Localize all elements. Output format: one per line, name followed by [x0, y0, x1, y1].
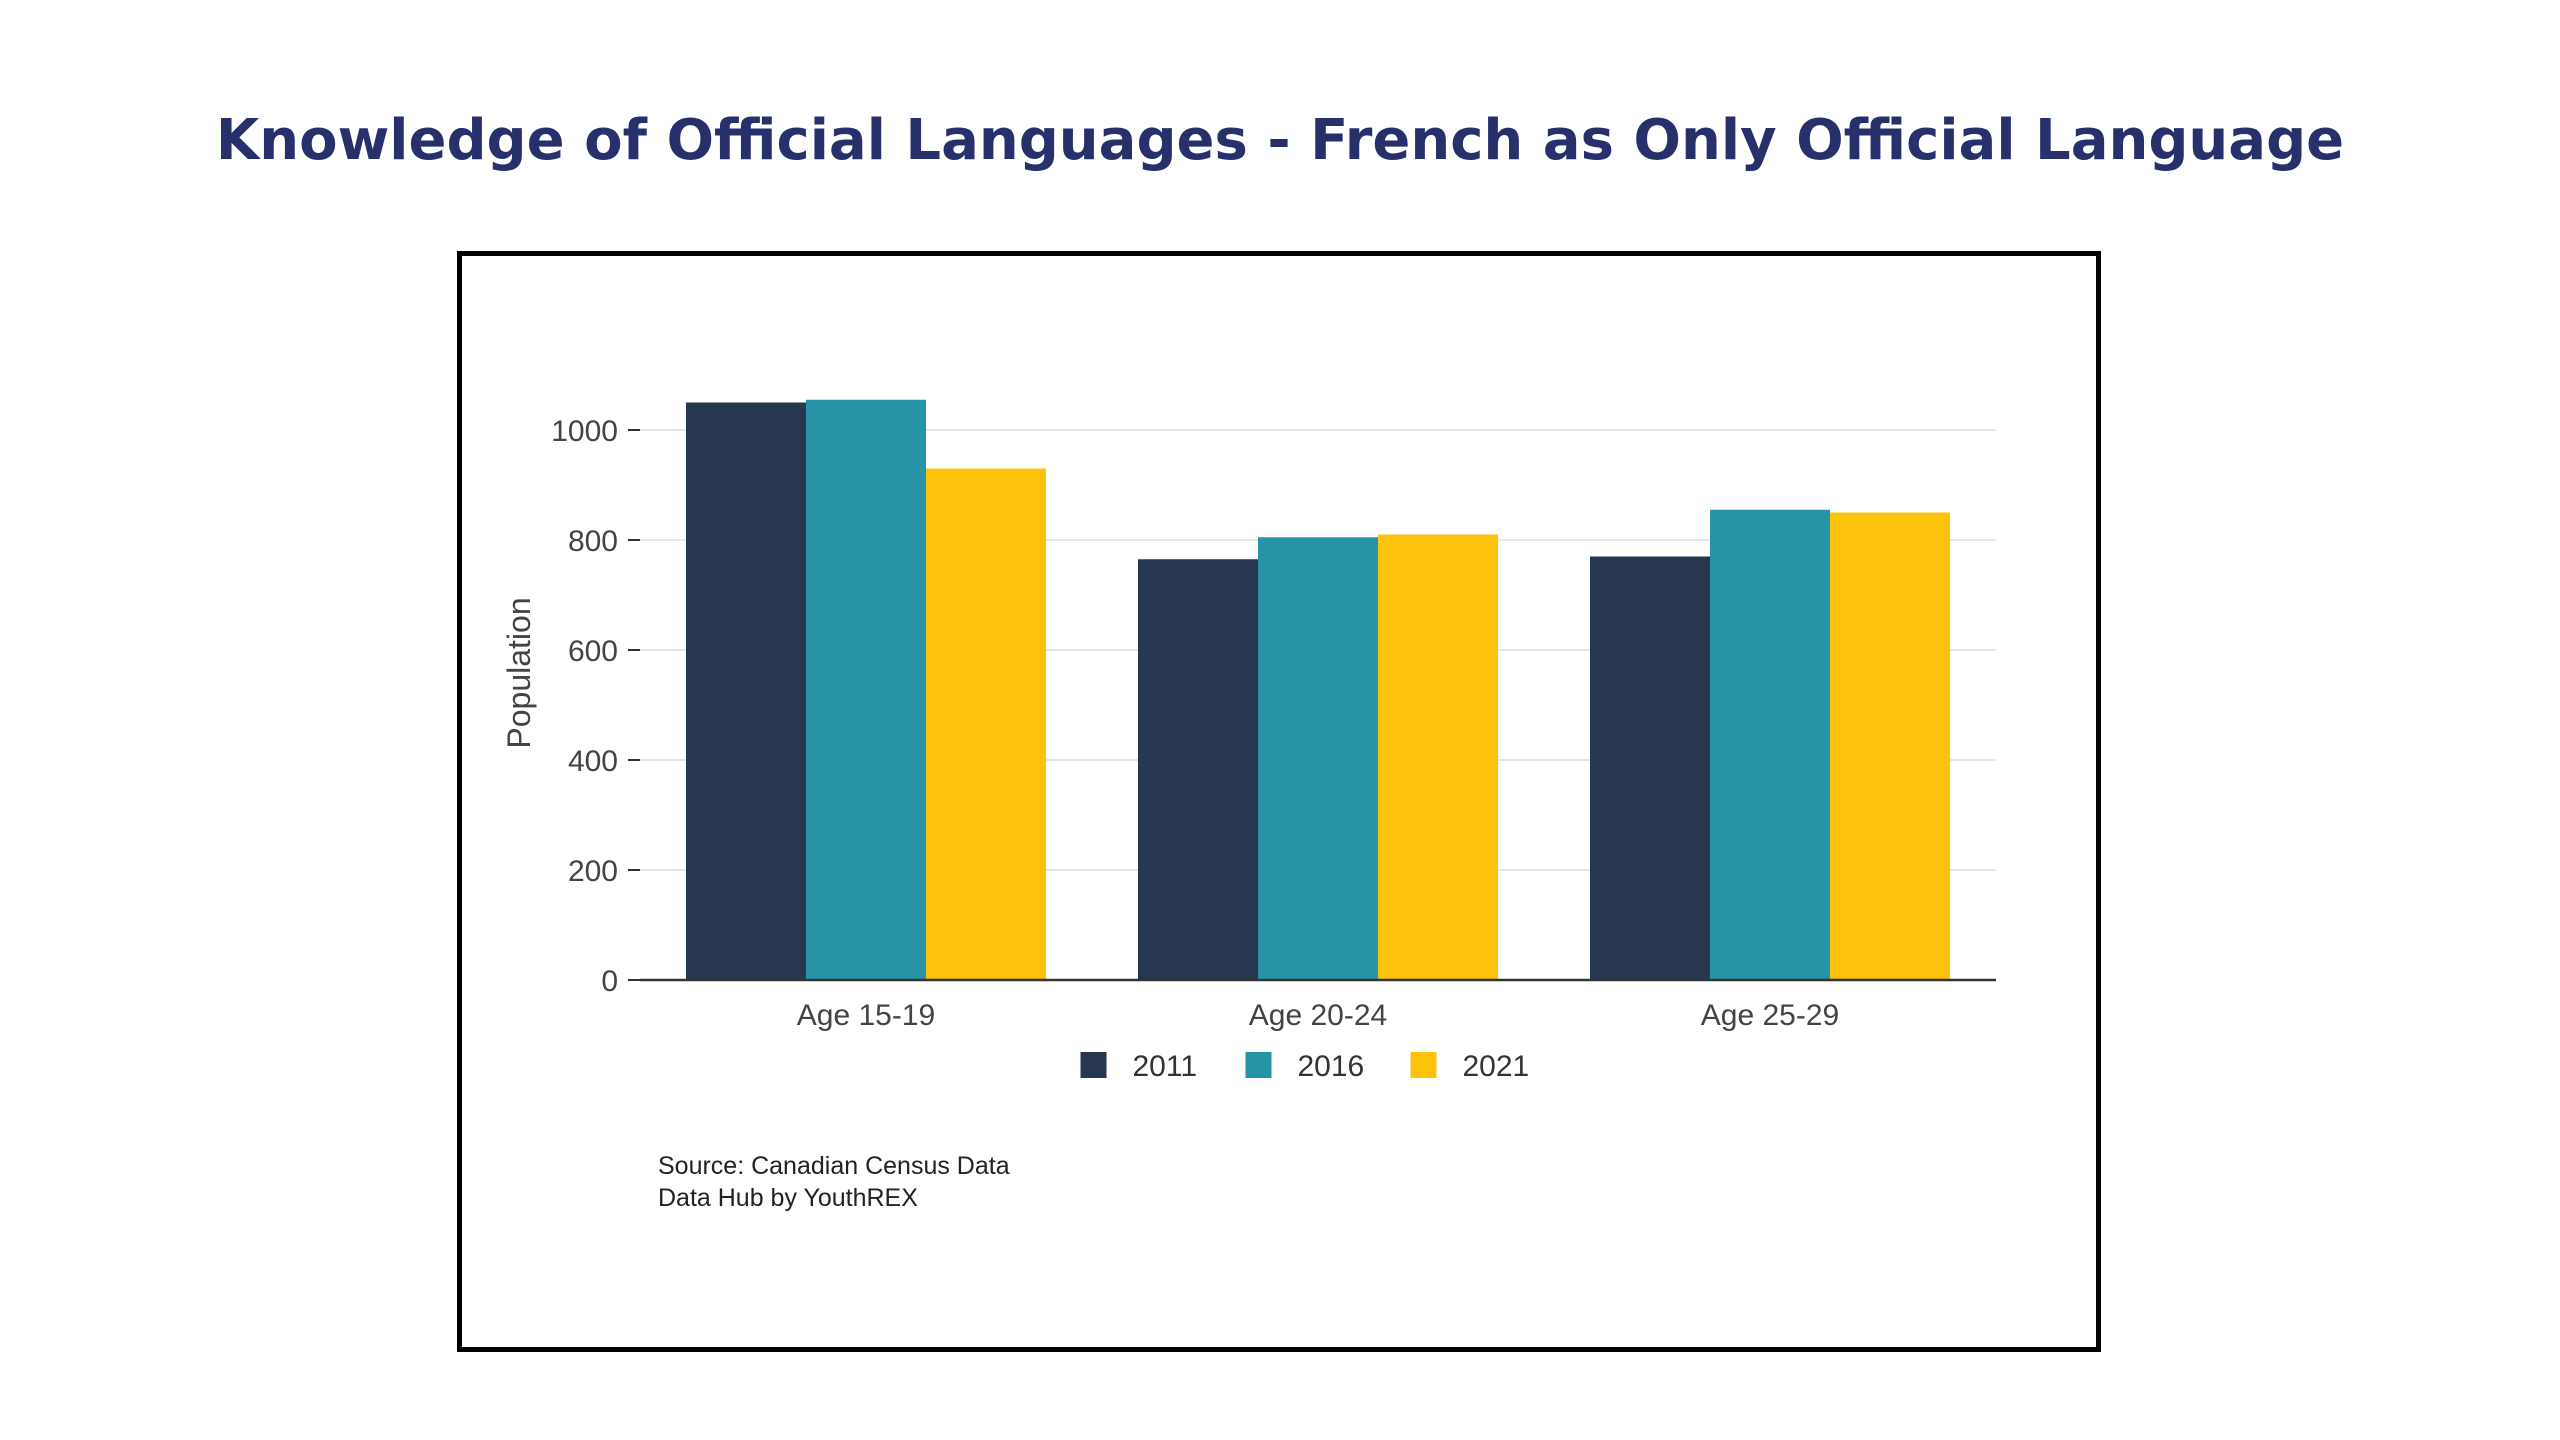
- bar-2016-age-25-29: [1710, 509, 1830, 980]
- source-note: Source: Canadian Census Data Data Hub by…: [658, 1150, 1010, 1214]
- legend-label-2016: 2016: [1298, 1050, 1365, 1083]
- source-line: Source: Canadian Census Data: [658, 1152, 1010, 1180]
- y-tick-label: 800: [568, 525, 618, 558]
- bar-2021-age-20-24: [1378, 534, 1498, 980]
- bar-2016-age-20-24: [1258, 537, 1378, 980]
- bar-2016-age-15-19: [806, 399, 926, 980]
- y-tick-label: 600: [568, 635, 618, 668]
- legend-swatch-2011: [1080, 1052, 1107, 1078]
- legend-label-2021: 2021: [1463, 1050, 1530, 1083]
- bar-2021-age-25-29: [1830, 512, 1950, 980]
- y-tick-label: 200: [568, 855, 618, 888]
- y-tick-label: 400: [568, 745, 618, 778]
- y-tick-label: 0: [601, 965, 618, 998]
- axes: 0 200 400 600 800 1000 Age 15-19 Age 20-24 Age 2…: [551, 415, 1996, 1032]
- bar-2011-age-20-24: [1138, 559, 1258, 980]
- x-tick-label: Age 15-19: [797, 999, 935, 1032]
- bar-2021-age-15-19: [926, 468, 1046, 980]
- legend-swatch-2021: [1410, 1052, 1437, 1078]
- legend-label-2011: 2011: [1133, 1050, 1198, 1083]
- bar-2011-age-25-29: [1590, 556, 1710, 980]
- legend: 2011 2016 2021: [1080, 1050, 1530, 1083]
- credit-line: Data Hub by YouthREX: [658, 1184, 918, 1212]
- bar-2011-age-15-19: [686, 402, 806, 980]
- x-tick-label: Age 20-24: [1249, 999, 1387, 1032]
- legend-swatch-2016: [1245, 1052, 1272, 1078]
- x-tick-label: Age 25-29: [1701, 999, 1839, 1032]
- y-tick-label: 1000: [551, 415, 618, 448]
- y-axis-title: Population: [501, 597, 537, 748]
- bars: [686, 399, 1950, 980]
- page-title: Knowledge of Official Languages - French…: [215, 108, 2345, 173]
